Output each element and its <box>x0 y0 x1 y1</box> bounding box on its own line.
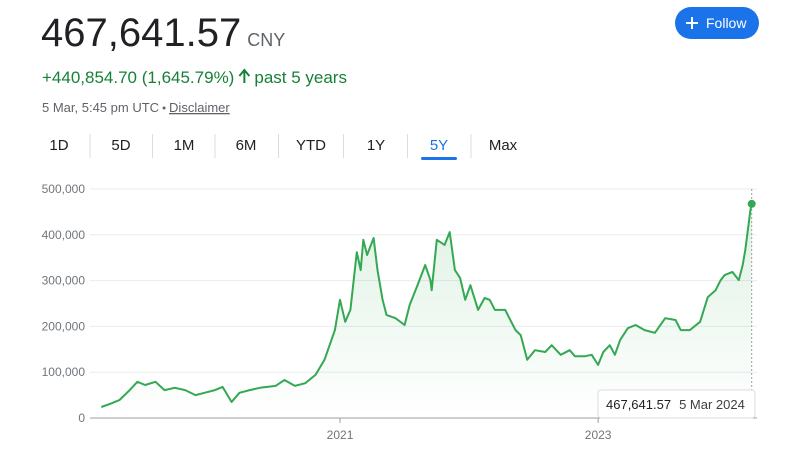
disclaimer-link[interactable]: Disclaimer <box>169 100 230 115</box>
tooltip-box <box>597 389 756 419</box>
range-tab[interactable]: 5D <box>111 137 130 154</box>
change: +440,854.70 (1,645.79%) <box>42 68 234 87</box>
x-tick-label: 2021 <box>327 428 354 442</box>
price: 467,641.57 <box>41 11 241 55</box>
price-line <box>100 203 753 408</box>
timestamp: 5 Mar, 5:45 pm UTC <box>42 100 159 115</box>
last-point <box>747 199 756 208</box>
area <box>101 203 752 418</box>
range-tab[interactable]: 1Y <box>367 137 385 154</box>
follow-label[interactable]: Follow <box>706 15 747 31</box>
tooltip-date: 5 Mar 2024 <box>679 397 745 412</box>
y-tick-label: 200,000 <box>42 319 86 333</box>
range-tabs: 1D 5D 1M 6M YTD 1Y 5Y Max <box>49 134 518 160</box>
plus-icon <box>686 17 698 29</box>
range-tab[interactable]: 1D <box>49 137 68 154</box>
range-tab[interactable]: 6M <box>236 137 257 154</box>
period: past 5 years <box>254 68 347 87</box>
follow-button-bg[interactable] <box>675 7 759 39</box>
chart: 0 100,000 200,000 300,000 400,000 500,000 2021… <box>42 182 757 442</box>
range-tab[interactable]: YTD <box>296 137 326 154</box>
x-tick-label: 2023 <box>585 428 612 442</box>
y-tick-label: 0 <box>78 411 85 425</box>
y-tick-label: 300,000 <box>42 274 86 288</box>
separator-dot <box>162 106 166 110</box>
y-tick-label: 400,000 <box>42 228 86 242</box>
selected-underline <box>421 157 457 160</box>
y-tick-label: 100,000 <box>42 365 86 379</box>
y-tick-label: 500,000 <box>42 182 86 196</box>
range-tab[interactable]: 1M <box>174 137 195 154</box>
range-tab[interactable]: 5Y <box>430 137 448 154</box>
follow-button[interactable]: Follow <box>675 7 759 39</box>
range-tab[interactable]: Max <box>489 137 518 154</box>
up-arrow <box>238 68 251 83</box>
currency: CNY <box>247 30 285 50</box>
tooltip-value: 467,641.57 <box>606 397 671 412</box>
